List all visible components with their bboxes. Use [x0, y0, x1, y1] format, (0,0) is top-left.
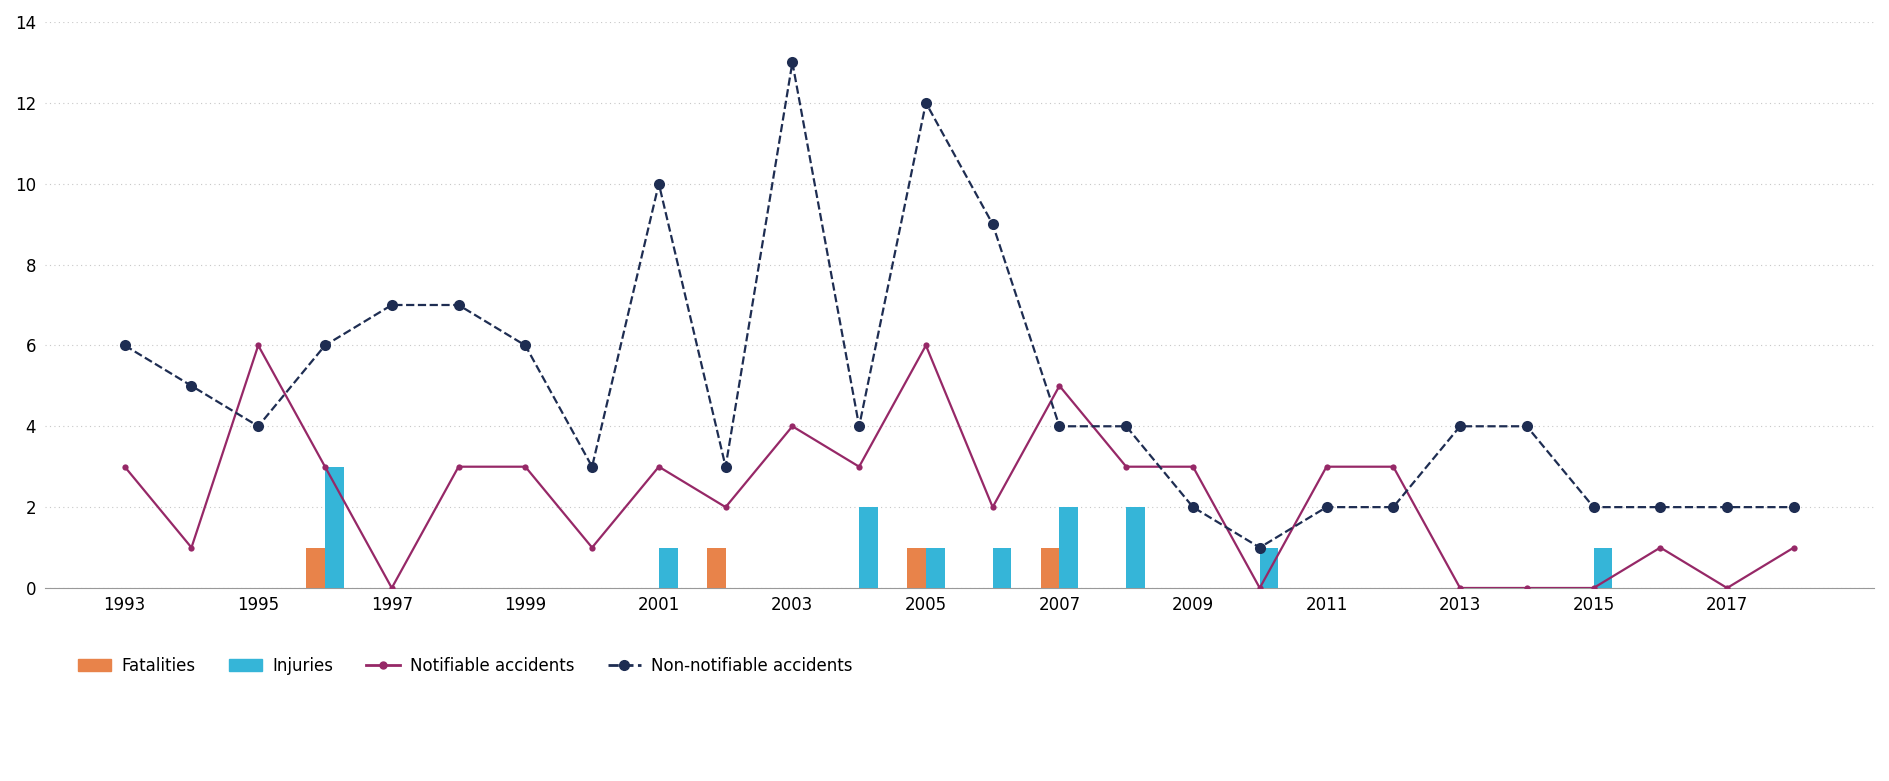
Notifiable accidents: [1383, 462, 1405, 472]
Notifiable accidents: [179, 543, 202, 552]
Bar: [994, 547, 1011, 588]
Notifiable accidents: [380, 583, 402, 593]
Non-notifiable accidents: [247, 422, 270, 431]
Non-notifiable accidents: [179, 381, 202, 390]
Bar: [859, 507, 878, 588]
Notifiable accidents: [1715, 583, 1738, 593]
Non-notifiable accidents: [914, 98, 937, 108]
Notifiable accidents: [1783, 543, 1806, 552]
Notifiable accidents: [247, 341, 270, 350]
Non-notifiable accidents: [1183, 502, 1205, 512]
Notifiable accidents: [1449, 583, 1472, 593]
Bar: [1594, 547, 1613, 588]
Bar: [325, 467, 344, 588]
Notifiable accidents: [1315, 462, 1337, 472]
Notifiable accidents: [648, 462, 671, 472]
Bar: [1060, 507, 1079, 588]
Notifiable accidents: [1583, 583, 1606, 593]
Notifiable accidents: [848, 462, 871, 472]
Notifiable accidents: [1515, 583, 1538, 593]
Non-notifiable accidents: [448, 301, 470, 310]
Non-notifiable accidents: [514, 341, 536, 350]
Bar: [1260, 547, 1279, 588]
Notifiable accidents: [1649, 543, 1672, 552]
Non-notifiable accidents: [380, 301, 402, 310]
Non-notifiable accidents: [648, 179, 671, 188]
Notifiable accidents: [514, 462, 536, 472]
Notifiable accidents: [780, 422, 803, 431]
Non-notifiable accidents: [1315, 502, 1337, 512]
Non-notifiable accidents: [1583, 502, 1606, 512]
Non-notifiable accidents: [314, 341, 336, 350]
Non-notifiable accidents: [780, 58, 803, 67]
Non-notifiable accidents: [982, 219, 1005, 229]
Legend: Fatalities, Injuries, Notifiable accidents, Non-notifiable accidents: Fatalities, Injuries, Notifiable acciden…: [72, 651, 859, 682]
Bar: [306, 547, 325, 588]
Non-notifiable accidents: [1115, 422, 1137, 431]
Non-notifiable accidents: [848, 422, 871, 431]
Non-notifiable accidents: [113, 341, 136, 350]
Bar: [1041, 547, 1060, 588]
Non-notifiable accidents: [1249, 543, 1271, 552]
Notifiable accidents: [113, 462, 136, 472]
Bar: [706, 547, 725, 588]
Bar: [926, 547, 944, 588]
Non-notifiable accidents: [714, 462, 737, 472]
Non-notifiable accidents: [580, 462, 603, 472]
Notifiable accidents: [448, 462, 470, 472]
Non-notifiable accidents: [1515, 422, 1538, 431]
Notifiable accidents: [714, 502, 737, 512]
Line: Non-notifiable accidents: Non-notifiable accidents: [119, 57, 1800, 553]
Bar: [659, 547, 678, 588]
Notifiable accidents: [1183, 462, 1205, 472]
Bar: [907, 547, 926, 588]
Notifiable accidents: [1048, 381, 1071, 390]
Non-notifiable accidents: [1383, 502, 1405, 512]
Notifiable accidents: [982, 502, 1005, 512]
Notifiable accidents: [914, 341, 937, 350]
Notifiable accidents: [1249, 583, 1271, 593]
Bar: [1126, 507, 1145, 588]
Non-notifiable accidents: [1649, 502, 1672, 512]
Notifiable accidents: [580, 543, 603, 552]
Non-notifiable accidents: [1449, 422, 1472, 431]
Notifiable accidents: [314, 462, 336, 472]
Line: Notifiable accidents: Notifiable accidents: [121, 342, 1796, 591]
Non-notifiable accidents: [1048, 422, 1071, 431]
Non-notifiable accidents: [1715, 502, 1738, 512]
Non-notifiable accidents: [1783, 502, 1806, 512]
Notifiable accidents: [1115, 462, 1137, 472]
